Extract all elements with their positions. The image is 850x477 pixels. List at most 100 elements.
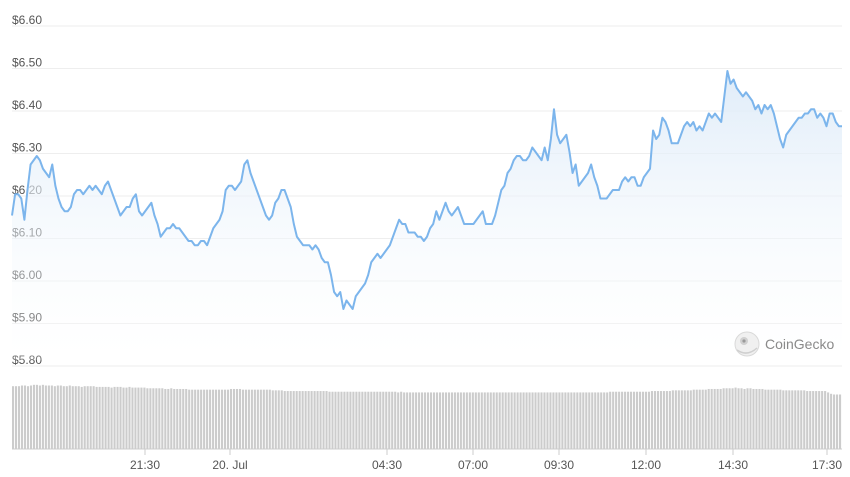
volume-bar — [507, 392, 510, 449]
volume-bar — [743, 388, 746, 449]
volume-bar — [379, 391, 382, 449]
volume-bar — [95, 386, 98, 449]
volume-bar — [555, 392, 558, 449]
volume-bar — [280, 390, 283, 449]
volume-bar — [41, 384, 44, 449]
x-tick-label: 21:30 — [130, 458, 160, 472]
volume-bar — [492, 392, 495, 449]
volume-bar — [271, 390, 274, 449]
volume-bar — [624, 391, 627, 449]
volume-bar — [537, 392, 540, 449]
volume-bar — [26, 386, 30, 449]
volume-bar — [226, 389, 230, 449]
volume-bar — [238, 388, 241, 449]
gecko-logo-icon — [734, 331, 760, 357]
volume-bar — [98, 386, 101, 449]
volume-bar — [686, 390, 689, 449]
volume-bar — [773, 389, 776, 449]
volume-bar — [176, 388, 179, 449]
price-area-layer — [12, 71, 842, 360]
volume-bar — [400, 391, 403, 449]
volume-bar — [38, 385, 41, 449]
price-line-layer — [11, 70, 842, 310]
volume-bar — [164, 388, 167, 449]
volume-bar — [358, 391, 361, 449]
volume-bar — [498, 392, 501, 449]
volume-bar — [585, 392, 588, 449]
volume-bar — [510, 392, 513, 449]
volume-bar — [349, 391, 352, 449]
volume-bar — [167, 388, 170, 449]
volume-bar — [627, 391, 630, 449]
volume-bar — [821, 391, 824, 449]
volume-bar — [734, 387, 737, 449]
volume-bar — [788, 390, 791, 449]
volume-bar — [229, 388, 233, 449]
volume-bar — [597, 392, 600, 449]
volume-bar — [337, 391, 340, 449]
volume-bar — [839, 394, 842, 449]
volume-bar — [286, 391, 289, 449]
volume-bar — [725, 388, 728, 449]
volume-bar — [480, 392, 483, 449]
volume-bar — [352, 391, 355, 449]
volume-bar — [519, 392, 522, 449]
volume-bar — [453, 392, 456, 449]
volume-bar — [444, 392, 447, 449]
volume-bar — [403, 392, 406, 449]
volume-bar — [833, 394, 836, 449]
volume-bar — [331, 391, 334, 449]
volume-bar — [35, 384, 38, 449]
volume-bar — [812, 391, 815, 449]
volume-bar — [203, 389, 206, 449]
volume-bar — [29, 385, 32, 449]
volume-bar — [758, 388, 761, 449]
volume-bar — [435, 392, 439, 449]
volume-bar — [701, 389, 704, 449]
volume-bar — [770, 389, 773, 449]
volume-bar — [110, 387, 113, 449]
volume-bar — [146, 388, 149, 449]
volume-bar — [543, 392, 546, 449]
volume-bar — [609, 391, 612, 449]
volume-bar — [662, 391, 665, 449]
x-tick-label: 12:00 — [631, 458, 661, 472]
volume-bar — [621, 391, 624, 449]
volume-bars-layer — [12, 384, 842, 449]
volume-bar — [50, 385, 53, 449]
volume-bar — [334, 391, 337, 449]
volume-bar — [215, 389, 218, 449]
y-tick-label: $6.50 — [12, 56, 42, 70]
volume-bar — [713, 388, 716, 449]
volume-bar — [674, 390, 677, 449]
volume-bar — [185, 388, 188, 449]
volume-bar — [289, 391, 292, 449]
volume-bar — [77, 386, 80, 449]
x-tick-label: 17:30 — [812, 458, 842, 472]
volume-bar — [749, 388, 752, 449]
volume-bar — [525, 392, 528, 449]
volume-bar — [128, 386, 131, 449]
volume-bar — [474, 392, 477, 449]
volume-bar — [483, 392, 486, 449]
volume-bar — [650, 391, 654, 449]
volume-bar — [89, 386, 92, 449]
volume-bar — [486, 392, 489, 449]
volume-bar — [549, 392, 552, 449]
x-tick-label: 07:00 — [458, 458, 488, 472]
volume-bar — [677, 390, 680, 449]
volume-bar — [415, 392, 418, 449]
y-tick-label: $6.60 — [12, 13, 42, 27]
volume-bar — [307, 391, 310, 449]
volume-bar — [465, 392, 468, 449]
volume-bar — [815, 391, 818, 449]
volume-bar — [827, 392, 830, 449]
volume-bar — [791, 390, 794, 449]
volume-bar — [244, 389, 247, 449]
volume-bar — [782, 390, 785, 449]
volume-bar — [235, 388, 239, 449]
volume-bar — [137, 387, 140, 449]
volume-bar — [683, 390, 686, 449]
volume-bar — [17, 386, 21, 449]
volume-bar — [800, 390, 803, 449]
